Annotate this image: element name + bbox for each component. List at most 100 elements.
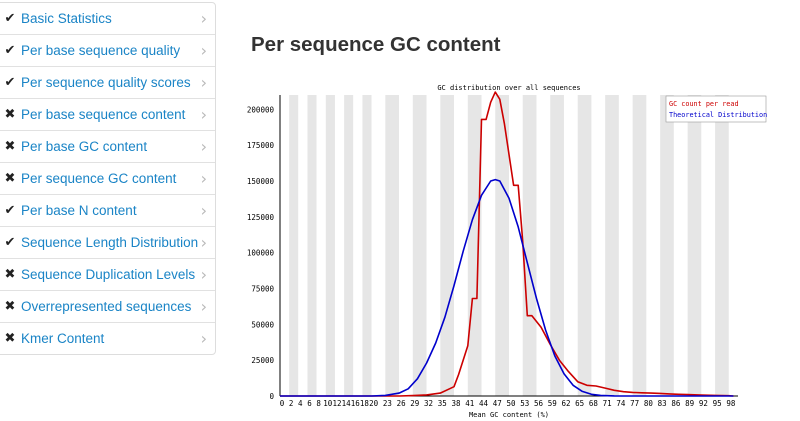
cross-icon: ✖ [4, 331, 16, 346]
sidebar-item-label: Per base N content [21, 203, 137, 218]
x-tick-label: 59 [548, 399, 557, 408]
sidebar-item-per-sequence-gc-content[interactable]: ✖ Per sequence GC content › [0, 163, 215, 195]
x-tick-label: 35 [438, 399, 447, 408]
x-tick-label: 18 [360, 399, 370, 408]
x-tick-label: 62 [561, 399, 570, 408]
x-tick-label: 0 [280, 399, 285, 408]
legend-entry: GC count per read [669, 100, 739, 108]
plot-band [563, 95, 578, 396]
x-tick-label: 10 [323, 399, 333, 408]
x-tick-label: 56 [534, 399, 544, 408]
plot-band [522, 95, 537, 396]
sidebar-item-label: Sequence Length Distribution [21, 235, 199, 250]
y-tick-label: 125000 [247, 213, 275, 222]
y-tick-label: 75000 [251, 285, 274, 294]
x-tick-label: 80 [644, 399, 654, 408]
x-tick-label: 74 [616, 399, 626, 408]
x-tick-label: 23 [383, 399, 392, 408]
plot-band [591, 95, 606, 396]
plot-band [344, 95, 354, 396]
x-tick-label: 83 [658, 399, 667, 408]
plot-band [618, 95, 633, 396]
plot-band [385, 95, 400, 396]
chart-title: GC distribution over all sequences [437, 84, 580, 92]
page-title: Per sequence GC content [251, 33, 501, 56]
y-tick-label: 25000 [251, 356, 274, 365]
series-line-gc-count [280, 91, 734, 397]
x-tick-label: 38 [452, 399, 462, 408]
x-tick-label: 8 [316, 399, 321, 408]
check-icon: ✔ [4, 11, 16, 26]
x-tick-label: 95 [713, 399, 722, 408]
sidebar-item-basic-statistics[interactable]: ✔ Basic Statistics › [0, 3, 215, 35]
sidebar-item-kmer-content[interactable]: ✖ Kmer Content › [0, 323, 215, 354]
plot-band [440, 95, 455, 396]
chevron-right-icon: › [200, 169, 207, 188]
plot-band [550, 95, 564, 396]
sidebar-item-label: Per base sequence content [21, 107, 186, 122]
sidebar-item-sequence-duplication-levels[interactable]: ✖ Sequence Duplication Levels › [0, 259, 215, 291]
plot-band [426, 95, 441, 396]
sidebar-item-label: Overrepresented sequences [21, 299, 192, 314]
sidebar-item-label: Kmer Content [21, 331, 105, 346]
check-icon: ✔ [4, 75, 16, 90]
chevron-right-icon: › [200, 137, 207, 156]
y-tick-label: 200000 [247, 105, 275, 114]
x-tick-label: 20 [369, 399, 379, 408]
sidebar-item-sequence-length-distribution[interactable]: ✔ Sequence Length Distribution › [0, 227, 215, 259]
x-tick-label: 16 [351, 399, 361, 408]
x-tick-label: 4 [298, 399, 303, 408]
x-tick-label: 71 [603, 399, 612, 408]
gc-content-chart: GC distribution over all sequences025000… [247, 84, 767, 419]
y-tick-label: 175000 [247, 141, 275, 150]
x-tick-label: 6 [307, 399, 312, 408]
check-icon: ✔ [4, 235, 16, 250]
cross-icon: ✖ [4, 299, 16, 314]
chevron-right-icon: › [200, 73, 207, 92]
plot-band [509, 95, 523, 396]
plot-band [325, 95, 335, 396]
plot-band [289, 95, 299, 396]
plot-band [495, 95, 509, 396]
cross-icon: ✖ [4, 171, 16, 186]
series-line-theoretical [280, 178, 734, 397]
x-tick-label: 26 [397, 399, 407, 408]
sidebar-item-per-base-gc-content[interactable]: ✖ Per base GC content › [0, 131, 215, 163]
x-tick-label: 53 [520, 399, 529, 408]
x-tick-label: 2 [289, 399, 294, 408]
plot-band [467, 95, 482, 396]
sidebar-item-overrepresented-sequences[interactable]: ✖ Overrepresented sequences › [0, 291, 215, 323]
plot-band [646, 95, 661, 396]
chevron-right-icon: › [200, 41, 207, 60]
plot-band [371, 95, 386, 396]
x-tick-label: 47 [493, 399, 502, 408]
legend-box [665, 95, 767, 123]
plot-band [577, 95, 592, 396]
plot-band [701, 95, 716, 396]
plot-band [298, 95, 308, 396]
chevron-right-icon: › [200, 265, 207, 284]
x-tick-label: 98 [726, 399, 736, 408]
y-tick-label: 50000 [251, 320, 274, 329]
plot-band [536, 95, 551, 396]
sidebar-item-per-base-sequence-quality[interactable]: ✔ Per base sequence quality › [0, 35, 215, 67]
plot-band [660, 95, 674, 396]
y-tick-label: 150000 [247, 177, 275, 186]
sidebar-item-per-sequence-quality-scores[interactable]: ✔ Per sequence quality scores › [0, 67, 215, 99]
x-axis-label: Mean GC content (%) [469, 411, 549, 419]
cross-icon: ✖ [4, 139, 16, 154]
sidebar-item-per-base-n-content[interactable]: ✔ Per base N content › [0, 195, 215, 227]
plot-band [362, 95, 372, 396]
chevron-right-icon: › [200, 201, 207, 220]
plot-band [412, 95, 427, 396]
plot-band [715, 95, 729, 396]
x-tick-label: 41 [465, 399, 474, 408]
y-tick-label: 0 [269, 392, 274, 401]
module-sidebar: ✔ Basic Statistics › ✔ Per base sequence qua… [0, 2, 216, 355]
x-tick-label: 50 [506, 399, 516, 408]
sidebar-item-per-base-sequence-content[interactable]: ✖ Per base sequence content › [0, 99, 215, 131]
sidebar-item-label: Sequence Duplication Levels [21, 267, 196, 282]
check-icon: ✔ [4, 43, 16, 58]
x-tick-label: 32 [424, 399, 433, 408]
x-tick-label: 12 [332, 399, 341, 408]
